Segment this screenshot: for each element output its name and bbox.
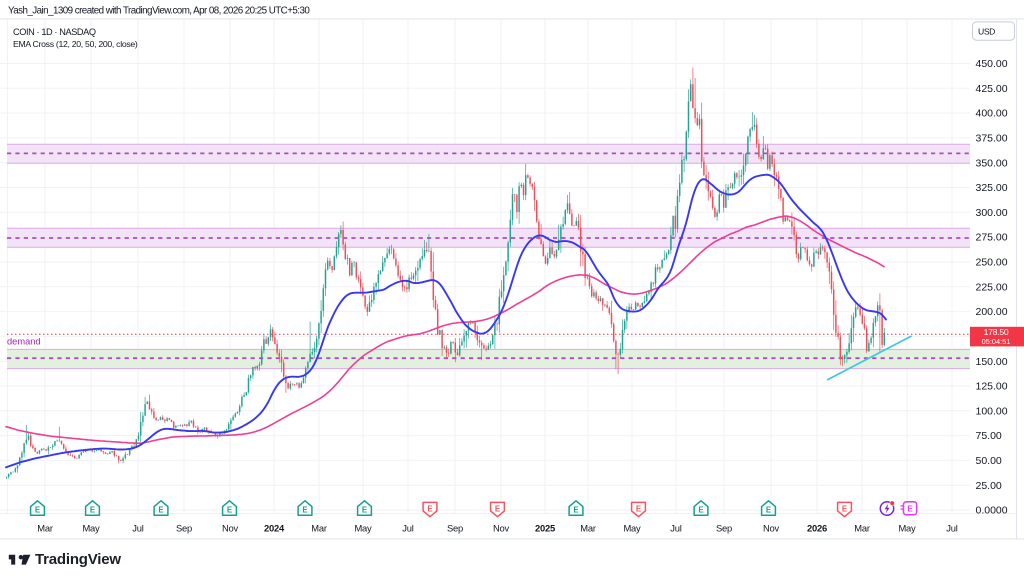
svg-text:Nov: Nov — [763, 523, 780, 534]
svg-text:150.00: 150.00 — [976, 356, 1008, 368]
svg-text:E: E — [158, 506, 163, 515]
svg-text:E: E — [573, 506, 578, 515]
svg-text:E: E — [227, 506, 232, 515]
svg-text:Jul: Jul — [402, 523, 414, 534]
svg-text:425.00: 425.00 — [976, 83, 1008, 95]
svg-text:USD: USD — [978, 26, 995, 36]
svg-text:Sep: Sep — [176, 523, 192, 534]
svg-text:25.00: 25.00 — [976, 480, 1002, 492]
svg-text:325.00: 325.00 — [976, 182, 1008, 194]
svg-text:200.00: 200.00 — [976, 306, 1008, 318]
svg-text:EMA Cross (12, 20, 50, 200, cl: EMA Cross (12, 20, 50, 200, close) — [13, 39, 138, 49]
svg-text:2025: 2025 — [535, 523, 555, 534]
svg-text:May: May — [898, 523, 916, 534]
svg-text:E: E — [302, 506, 307, 515]
svg-text:Nov: Nov — [222, 523, 239, 534]
svg-text:400.00: 400.00 — [976, 108, 1008, 120]
svg-text:May: May — [623, 523, 641, 534]
svg-text:E: E — [907, 503, 913, 513]
svg-text:275.00: 275.00 — [976, 232, 1008, 244]
svg-text:178.50: 178.50 — [984, 327, 1009, 337]
svg-text:05:04:51: 05:04:51 — [982, 337, 1011, 346]
svg-text:300.00: 300.00 — [976, 207, 1008, 219]
svg-text:Yash_Jain_1309 created with Tr: Yash_Jain_1309 created with TradingView.… — [8, 6, 310, 17]
svg-text:COIN · 1D · NASDAQ: COIN · 1D · NASDAQ — [13, 27, 96, 37]
svg-text:E: E — [90, 506, 95, 515]
svg-text:E: E — [35, 506, 40, 515]
svg-text:Jul: Jul — [946, 523, 958, 534]
svg-text:E: E — [427, 504, 432, 513]
svg-text:125.00: 125.00 — [976, 381, 1008, 393]
svg-text:100.00: 100.00 — [976, 405, 1008, 417]
svg-text:Mar: Mar — [580, 523, 596, 534]
svg-text:demand: demand — [7, 337, 41, 347]
svg-text:E: E — [842, 504, 847, 513]
svg-text:350.00: 350.00 — [976, 157, 1008, 169]
svg-text:2024: 2024 — [264, 523, 285, 534]
svg-text:Mar: Mar — [37, 523, 53, 534]
svg-text:375.00: 375.00 — [976, 133, 1008, 145]
svg-text:Mar: Mar — [854, 523, 870, 534]
svg-text:E: E — [766, 506, 771, 515]
svg-text:Sep: Sep — [716, 523, 732, 534]
svg-text:May: May — [354, 523, 372, 534]
svg-text:TradingView: TradingView — [35, 551, 121, 568]
svg-text:450.00: 450.00 — [976, 58, 1008, 70]
svg-text:Mar: Mar — [311, 523, 327, 534]
svg-text:2026: 2026 — [807, 523, 827, 534]
svg-text:E: E — [495, 504, 500, 513]
svg-text:75.00: 75.00 — [976, 430, 1002, 442]
svg-text:Jul: Jul — [670, 523, 682, 534]
svg-text:50.00: 50.00 — [976, 455, 1002, 467]
svg-text:E: E — [362, 506, 367, 515]
svg-text:250.00: 250.00 — [976, 257, 1008, 269]
svg-text:0.0000: 0.0000 — [976, 505, 1008, 517]
svg-text:Nov: Nov — [493, 523, 510, 534]
svg-text:Sep: Sep — [447, 523, 463, 534]
svg-text:225.00: 225.00 — [976, 281, 1008, 293]
svg-text:E: E — [636, 504, 641, 513]
svg-text:Jul: Jul — [132, 523, 144, 534]
svg-text:May: May — [82, 523, 100, 534]
svg-text:E: E — [698, 506, 703, 515]
